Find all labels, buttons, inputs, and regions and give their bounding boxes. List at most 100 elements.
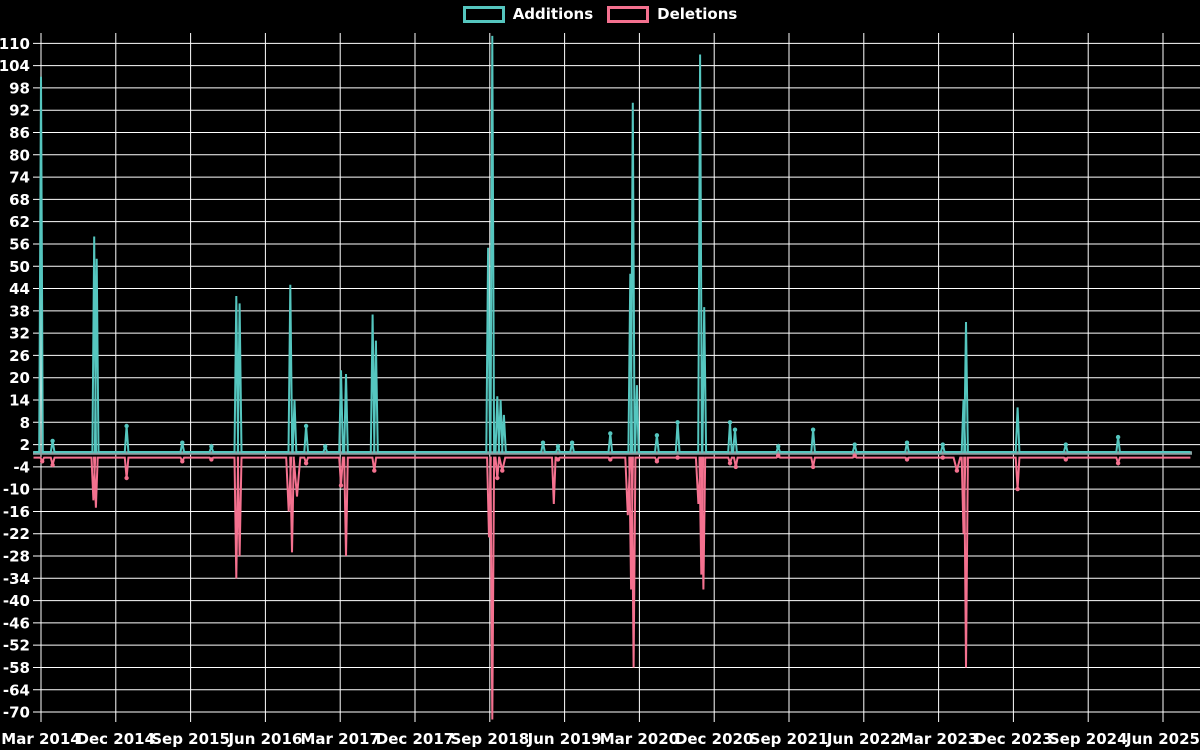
spike-marker-dot: [940, 442, 945, 447]
y-tick-label: -16: [3, 503, 30, 521]
spike-marker-dot: [50, 462, 55, 468]
y-tick-label: 26: [9, 347, 30, 365]
x-tick-label: Mar 2014: [1, 730, 80, 748]
y-tick-label: 56: [9, 235, 30, 253]
spike-marker-dot: [540, 440, 546, 445]
y-tick-label: 104: [0, 57, 30, 75]
spike-marker-dot: [1063, 442, 1069, 447]
spike-marker-dot: [323, 444, 328, 449]
spike-marker-dot: [209, 457, 214, 462]
x-tick-label: Dec 2014: [77, 730, 156, 748]
y-tick-label: 68: [9, 191, 30, 209]
deletions-line: [33, 454, 1191, 720]
x-tick-label: Mar 2023: [899, 730, 978, 748]
y-tick-label: 50: [9, 258, 30, 276]
spike-marker-dot: [500, 468, 505, 473]
y-tick-label: 14: [9, 391, 30, 409]
spike-marker-dot: [852, 453, 857, 458]
spike-marker-dot: [495, 475, 500, 481]
x-tick-label: Sep 2018: [450, 730, 529, 748]
x-tick-label: Dec 2023: [974, 730, 1053, 748]
spike-marker-dot: [954, 468, 960, 473]
spike-marker-dot: [608, 431, 613, 436]
legend-deletions-label: Deletions: [657, 5, 738, 23]
spike-marker-dot: [608, 457, 613, 462]
y-tick-label: 86: [9, 124, 30, 142]
spike-marker-dot: [776, 453, 781, 458]
x-tick-label: Jun 2022: [826, 730, 901, 748]
spike-marker-dot: [303, 423, 309, 429]
legend-additions[interactable]: Additions: [462, 5, 594, 23]
spike-marker-dot: [1015, 486, 1020, 492]
deletions-swatch-icon: [607, 5, 650, 23]
spike-marker-dot: [180, 459, 185, 464]
y-tick-label: 98: [9, 79, 30, 97]
x-tick-label: Jun 2019: [527, 730, 602, 748]
spike-marker-dot: [50, 438, 55, 444]
legend-deletions[interactable]: Deletions: [607, 5, 737, 23]
y-tick-label: 8: [20, 414, 30, 432]
spike-marker-dot: [124, 423, 129, 429]
y-tick-label: 74: [9, 169, 30, 187]
y-tick-label: 80: [9, 146, 30, 164]
spike-marker-dot: [124, 475, 129, 481]
spike-marker-dot: [904, 440, 910, 445]
spike-marker-dot: [180, 440, 185, 445]
x-tick-label: Dec 2017: [376, 730, 455, 748]
x-tick-label: Dec 2020: [675, 730, 754, 748]
spike-marker-dot: [40, 459, 45, 464]
spike-marker-dot: [569, 440, 575, 445]
y-tick-label: -70: [3, 704, 30, 722]
spike-marker-dot: [810, 464, 816, 470]
y-tick-label: 44: [9, 280, 30, 298]
y-tick-label: 62: [9, 213, 30, 231]
legend-additions-label: Additions: [512, 5, 594, 23]
spike-marker-dot: [732, 427, 738, 432]
spike-marker-dot: [209, 444, 214, 449]
y-tick-label: -58: [3, 659, 30, 677]
spike-marker-dot: [727, 460, 733, 466]
x-tick-label: Sep 2021: [750, 730, 829, 748]
spike-marker-dot: [904, 457, 910, 462]
spike-marker-dot: [654, 433, 660, 438]
y-tick-label: 92: [9, 102, 30, 120]
spike-marker-dot: [1063, 457, 1069, 462]
spike-marker-dot: [675, 420, 680, 425]
y-tick-label: -34: [3, 570, 30, 588]
spike-marker-dot: [372, 468, 377, 473]
spike-marker-dot: [338, 483, 344, 488]
y-tick-label: 2: [20, 436, 30, 454]
spike-marker-dot: [776, 444, 781, 449]
x-tick-label: Jun 2025: [1125, 730, 1200, 748]
y-tick-label: -52: [3, 637, 30, 655]
additions-swatch-icon: [462, 5, 505, 23]
y-tick-label: -64: [3, 681, 30, 699]
spike-marker-dot: [1115, 434, 1121, 440]
spike-marker-dot: [555, 444, 561, 449]
spike-marker-dot: [810, 427, 816, 432]
x-tick-label: Sep 2024: [1049, 730, 1128, 748]
y-tick-label: -4: [13, 458, 30, 476]
y-tick-label: 38: [9, 302, 30, 320]
x-tick-label: Mar 2017: [300, 730, 379, 748]
y-tick-label: -22: [3, 525, 30, 543]
spike-marker-dot: [303, 460, 309, 466]
y-tick-label: -46: [3, 614, 30, 632]
spike-marker-dot: [940, 455, 945, 460]
spike-marker-dot: [1115, 460, 1121, 466]
y-tick-label: -40: [3, 592, 30, 610]
y-tick-label: 32: [9, 325, 30, 343]
y-tick-label: 20: [9, 369, 30, 387]
y-tick-label: -28: [3, 548, 30, 566]
spike-marker-dot: [852, 442, 857, 447]
x-tick-label: Mar 2020: [600, 730, 679, 748]
y-tick-label: 110: [0, 35, 30, 53]
y-tick-label: -10: [3, 481, 30, 499]
spike-marker-dot: [654, 459, 660, 464]
spike-marker-dot: [675, 455, 680, 460]
x-tick-label: Sep 2015: [151, 730, 230, 748]
spike-marker-dot: [733, 464, 738, 470]
x-tick-label: Jun 2016: [227, 730, 302, 748]
